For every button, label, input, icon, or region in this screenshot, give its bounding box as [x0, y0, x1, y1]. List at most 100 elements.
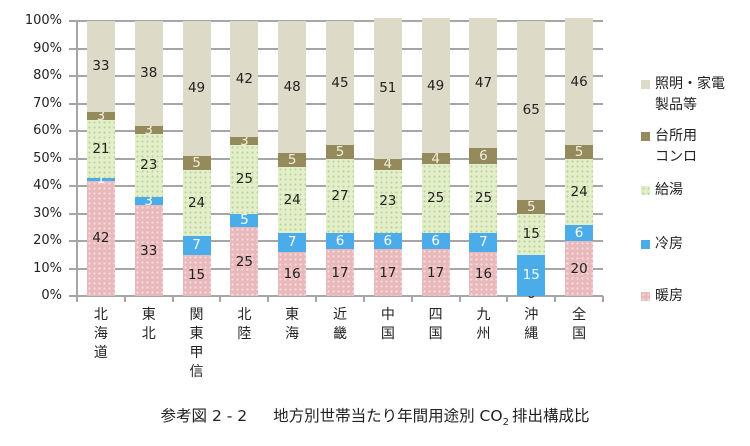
- y-tick-label: 40%: [33, 178, 62, 193]
- chart-caption: 参考図 2 - 2 地方別世帯当たり年間用途別 CO2 排出構成比: [0, 404, 750, 428]
- data-label: 15: [187, 267, 206, 284]
- x-tick: [123, 296, 126, 302]
- bar-segment: [278, 153, 307, 167]
- y-tick-label: 100%: [24, 13, 62, 28]
- data-label: 5: [240, 212, 249, 229]
- legend-swatch-icon: [641, 292, 650, 301]
- bar-segment: [421, 232, 450, 250]
- x-tick: [554, 296, 557, 302]
- legend-label: 照明・家電 製品等: [655, 76, 725, 113]
- bar-segment: [421, 18, 450, 153]
- x-category-label: 北陸: [237, 307, 252, 342]
- bar-segment: [565, 144, 594, 159]
- y-tick-label: 10%: [33, 260, 62, 276]
- y-tick-label: 80%: [33, 68, 62, 83]
- bar-segment: [230, 21, 259, 137]
- bar-segment: [86, 111, 115, 120]
- bar-segment: [421, 164, 450, 233]
- bar-segment: [182, 21, 211, 156]
- bar-segment: [565, 224, 594, 241]
- legend-label: 冷房: [655, 236, 683, 252]
- x-tick: [602, 296, 604, 302]
- data-label: 33: [140, 242, 158, 259]
- data-label: 33: [92, 58, 110, 75]
- bar-segment: [278, 166, 307, 233]
- x-tick: [410, 296, 413, 302]
- data-label: 6: [383, 233, 393, 249]
- bar-segment: [517, 199, 546, 214]
- x-tick: [267, 296, 270, 302]
- bar-segment: [565, 241, 594, 296]
- data-label: 49: [427, 77, 445, 94]
- data-label: 7: [287, 234, 297, 251]
- data-label: 5: [335, 143, 345, 160]
- y-tick-label: 90%: [33, 40, 62, 56]
- bar-segment: [230, 213, 259, 228]
- bar-segment: [278, 21, 307, 153]
- legend-swatch-icon: [641, 240, 650, 249]
- bar-segment: [182, 235, 211, 255]
- x-category-label: 近畿: [333, 307, 347, 342]
- data-label: 6: [335, 233, 345, 249]
- data-label: 20: [570, 260, 588, 277]
- data-label: 24: [570, 183, 588, 200]
- bar-segment: [86, 177, 115, 181]
- data-label: 24: [187, 194, 206, 211]
- data-label: 7: [479, 234, 488, 251]
- data-label: 27: [331, 187, 349, 204]
- bar-segment: [182, 169, 211, 236]
- data-label: 15: [522, 226, 540, 243]
- x-category-label: 四国: [428, 307, 443, 342]
- y-tick-label: 20%: [33, 233, 62, 248]
- bar-segment: [469, 164, 498, 233]
- y-tick-label: 50%: [33, 150, 62, 166]
- data-label: 4: [383, 156, 393, 172]
- bar-segment: [373, 158, 402, 170]
- bar-segment: [134, 197, 163, 206]
- bar-segment: [373, 232, 402, 250]
- data-label: 25: [235, 253, 253, 270]
- data-label: 4: [431, 150, 440, 167]
- data-label: 25: [427, 190, 445, 207]
- x-category-label: 北海道: [93, 307, 108, 361]
- bar-segment: [134, 125, 163, 134]
- bar-segment: [565, 18, 594, 145]
- data-label: 15: [522, 267, 540, 284]
- data-label: 47: [474, 74, 493, 91]
- x-category-label: 全国: [572, 307, 587, 342]
- bar-segment: [373, 169, 402, 233]
- data-label: 6: [479, 147, 488, 164]
- bar-segment: [469, 18, 498, 148]
- bar-segment: [182, 155, 211, 170]
- bar-segment: [86, 180, 115, 296]
- bar-segment: [517, 21, 546, 200]
- bar-segment: [326, 249, 354, 296]
- legend-swatch-icon: [641, 132, 650, 141]
- legend-label: 台所用 コンロ: [655, 128, 697, 165]
- x-category-label: 関東甲信: [189, 307, 204, 380]
- y-tick-label: 60%: [33, 123, 62, 138]
- x-tick: [315, 296, 318, 302]
- data-label: 1: [96, 171, 106, 188]
- caption-prefix: 参考図 2 - 2: [160, 407, 248, 425]
- data-label: 42: [92, 230, 110, 247]
- bar-segment: [86, 21, 115, 112]
- legend-label: 暖房: [655, 288, 683, 304]
- bar-segment: [182, 254, 211, 296]
- bar-segment: [278, 232, 307, 252]
- bar-segment: [373, 249, 402, 296]
- bar-segment: [230, 136, 259, 145]
- legend-label: 給湯: [655, 182, 683, 198]
- x-tick: [171, 296, 174, 302]
- bar-segment: [134, 133, 163, 197]
- bar-segment: [326, 144, 354, 159]
- y-axis: [76, 21, 78, 296]
- data-label: 25: [235, 171, 253, 188]
- x-category-label: 九州: [476, 307, 491, 342]
- data-label: 49: [187, 80, 206, 97]
- data-label: 17: [427, 264, 445, 281]
- bar-segment: [326, 158, 354, 233]
- y-tick-label: 0%: [41, 288, 62, 303]
- legend-swatch-icon: [641, 80, 650, 89]
- data-label: 38: [140, 65, 158, 82]
